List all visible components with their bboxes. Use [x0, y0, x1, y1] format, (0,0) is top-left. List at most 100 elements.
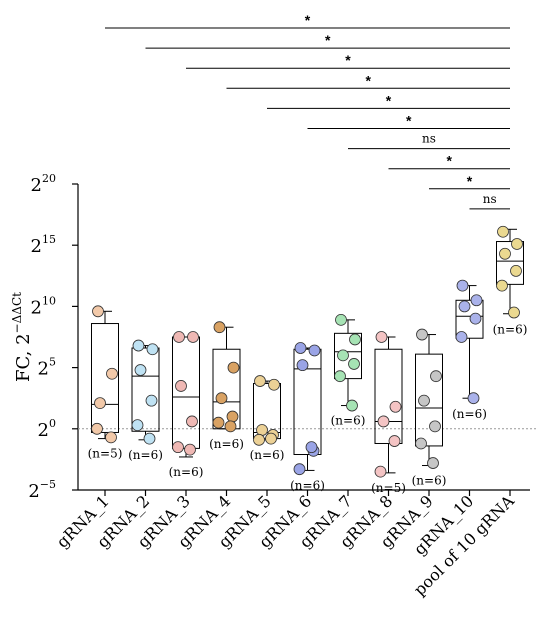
boxes: (n=5) (n=6) (n=6) (n=6) (n=6) (n=6) (n=6) (n=5)… — [88, 225, 528, 495]
significance-label: * — [447, 153, 453, 169]
box-group: (n=6) — [169, 331, 203, 479]
data-point — [497, 225, 509, 238]
data-point — [294, 342, 307, 354]
data-point — [375, 331, 388, 343]
data-point — [496, 279, 508, 292]
data-point — [467, 392, 480, 405]
significance-label: * — [345, 52, 351, 68]
data-point — [134, 364, 147, 376]
significance-label: * — [325, 32, 331, 48]
significance-brackets: * * * * * * ns * * ns — [105, 12, 510, 210]
data-point — [469, 312, 482, 325]
y-ticks: 220 215 210 25 20 2−5 — [28, 172, 78, 502]
y-tick-label: 2−5 — [28, 478, 56, 502]
data-point — [105, 431, 117, 444]
data-point — [415, 437, 427, 450]
box-group: (n=5) — [371, 331, 406, 495]
data-point — [256, 424, 268, 436]
data-point — [91, 422, 103, 435]
significance-label: * — [406, 113, 412, 129]
data-point — [455, 331, 468, 343]
data-point — [184, 443, 196, 456]
data-point — [186, 415, 198, 428]
data-point — [458, 300, 471, 313]
data-point — [334, 370, 346, 383]
n-label: (n=6) — [331, 414, 366, 428]
data-point — [346, 399, 358, 412]
y-tick-label: 25 — [38, 356, 56, 380]
y-tick-label: 215 — [31, 233, 56, 257]
significance-label: ns — [422, 132, 436, 146]
data-point — [106, 367, 118, 380]
data-point — [143, 432, 156, 445]
box-iqr — [374, 348, 403, 444]
box-iqr — [172, 336, 200, 449]
data-point — [305, 441, 318, 454]
data-point — [92, 305, 104, 318]
significance-label: * — [305, 12, 311, 28]
data-point — [94, 397, 106, 409]
data-point — [268, 378, 280, 391]
box-group: (n=6) — [493, 225, 528, 337]
n-label: (n=6) — [290, 478, 325, 492]
data-point — [296, 359, 309, 372]
y-tick-label: 220 — [31, 172, 56, 196]
data-point — [349, 333, 361, 346]
y-tick-label: 20 — [38, 417, 56, 441]
data-point — [254, 375, 266, 387]
data-point — [511, 238, 523, 250]
data-point — [337, 349, 349, 362]
data-point — [427, 457, 439, 469]
data-point — [224, 420, 237, 433]
n-label: (n=6) — [452, 407, 487, 421]
data-point — [418, 394, 430, 407]
significance-label: * — [467, 173, 473, 189]
data-point — [215, 392, 228, 405]
data-point — [145, 394, 158, 407]
n-label: (n=6) — [412, 474, 447, 488]
data-point — [374, 465, 387, 478]
data-point — [429, 420, 441, 433]
n-label: (n=6) — [493, 323, 528, 337]
box-group: (n=6) — [209, 321, 244, 451]
box-iqr — [91, 323, 119, 433]
data-point — [227, 361, 240, 374]
box-group: (n=6) — [412, 328, 447, 488]
box-iqr — [415, 353, 443, 447]
x-ticks: gRNA_1gRNA_2gRNA_3gRNA_4gRNA_5gRNA_6gRNA… — [53, 490, 518, 599]
axes: 220 215 210 25 20 2−5 gRNA_1gRNA_2gRNA_3gRNA_… — [28, 172, 538, 599]
box-iqr — [496, 241, 524, 285]
significance-label: * — [386, 92, 392, 108]
data-point — [499, 247, 511, 260]
significance-label: ns — [483, 192, 497, 206]
data-point — [132, 339, 145, 352]
n-label: (n=5) — [88, 447, 123, 461]
data-point — [146, 343, 159, 356]
data-point — [293, 463, 306, 476]
data-point — [226, 410, 239, 423]
data-point — [173, 331, 185, 343]
box-iqr — [293, 348, 322, 456]
data-point — [348, 358, 360, 370]
n-label: (n=6) — [250, 448, 285, 462]
significance-label: * — [366, 72, 372, 88]
n-label: (n=6) — [128, 448, 163, 462]
box-group: (n=6) — [250, 375, 285, 462]
data-point — [389, 400, 402, 413]
n-label: (n=6) — [209, 437, 244, 451]
box-group: (n=6) — [331, 313, 366, 428]
box-iqr — [455, 299, 484, 339]
data-point — [377, 415, 390, 428]
data-point — [416, 328, 428, 341]
box-group: (n=6) — [452, 279, 487, 421]
data-point — [470, 294, 483, 307]
data-point — [308, 344, 321, 357]
data-point — [253, 433, 265, 446]
data-point — [131, 419, 144, 432]
box-group: (n=6) — [290, 342, 325, 492]
box-iqr — [131, 347, 160, 432]
y-axis-label: FC, 2−ΔΔCt — [10, 292, 34, 382]
data-point — [508, 306, 520, 319]
data-point — [510, 265, 522, 277]
